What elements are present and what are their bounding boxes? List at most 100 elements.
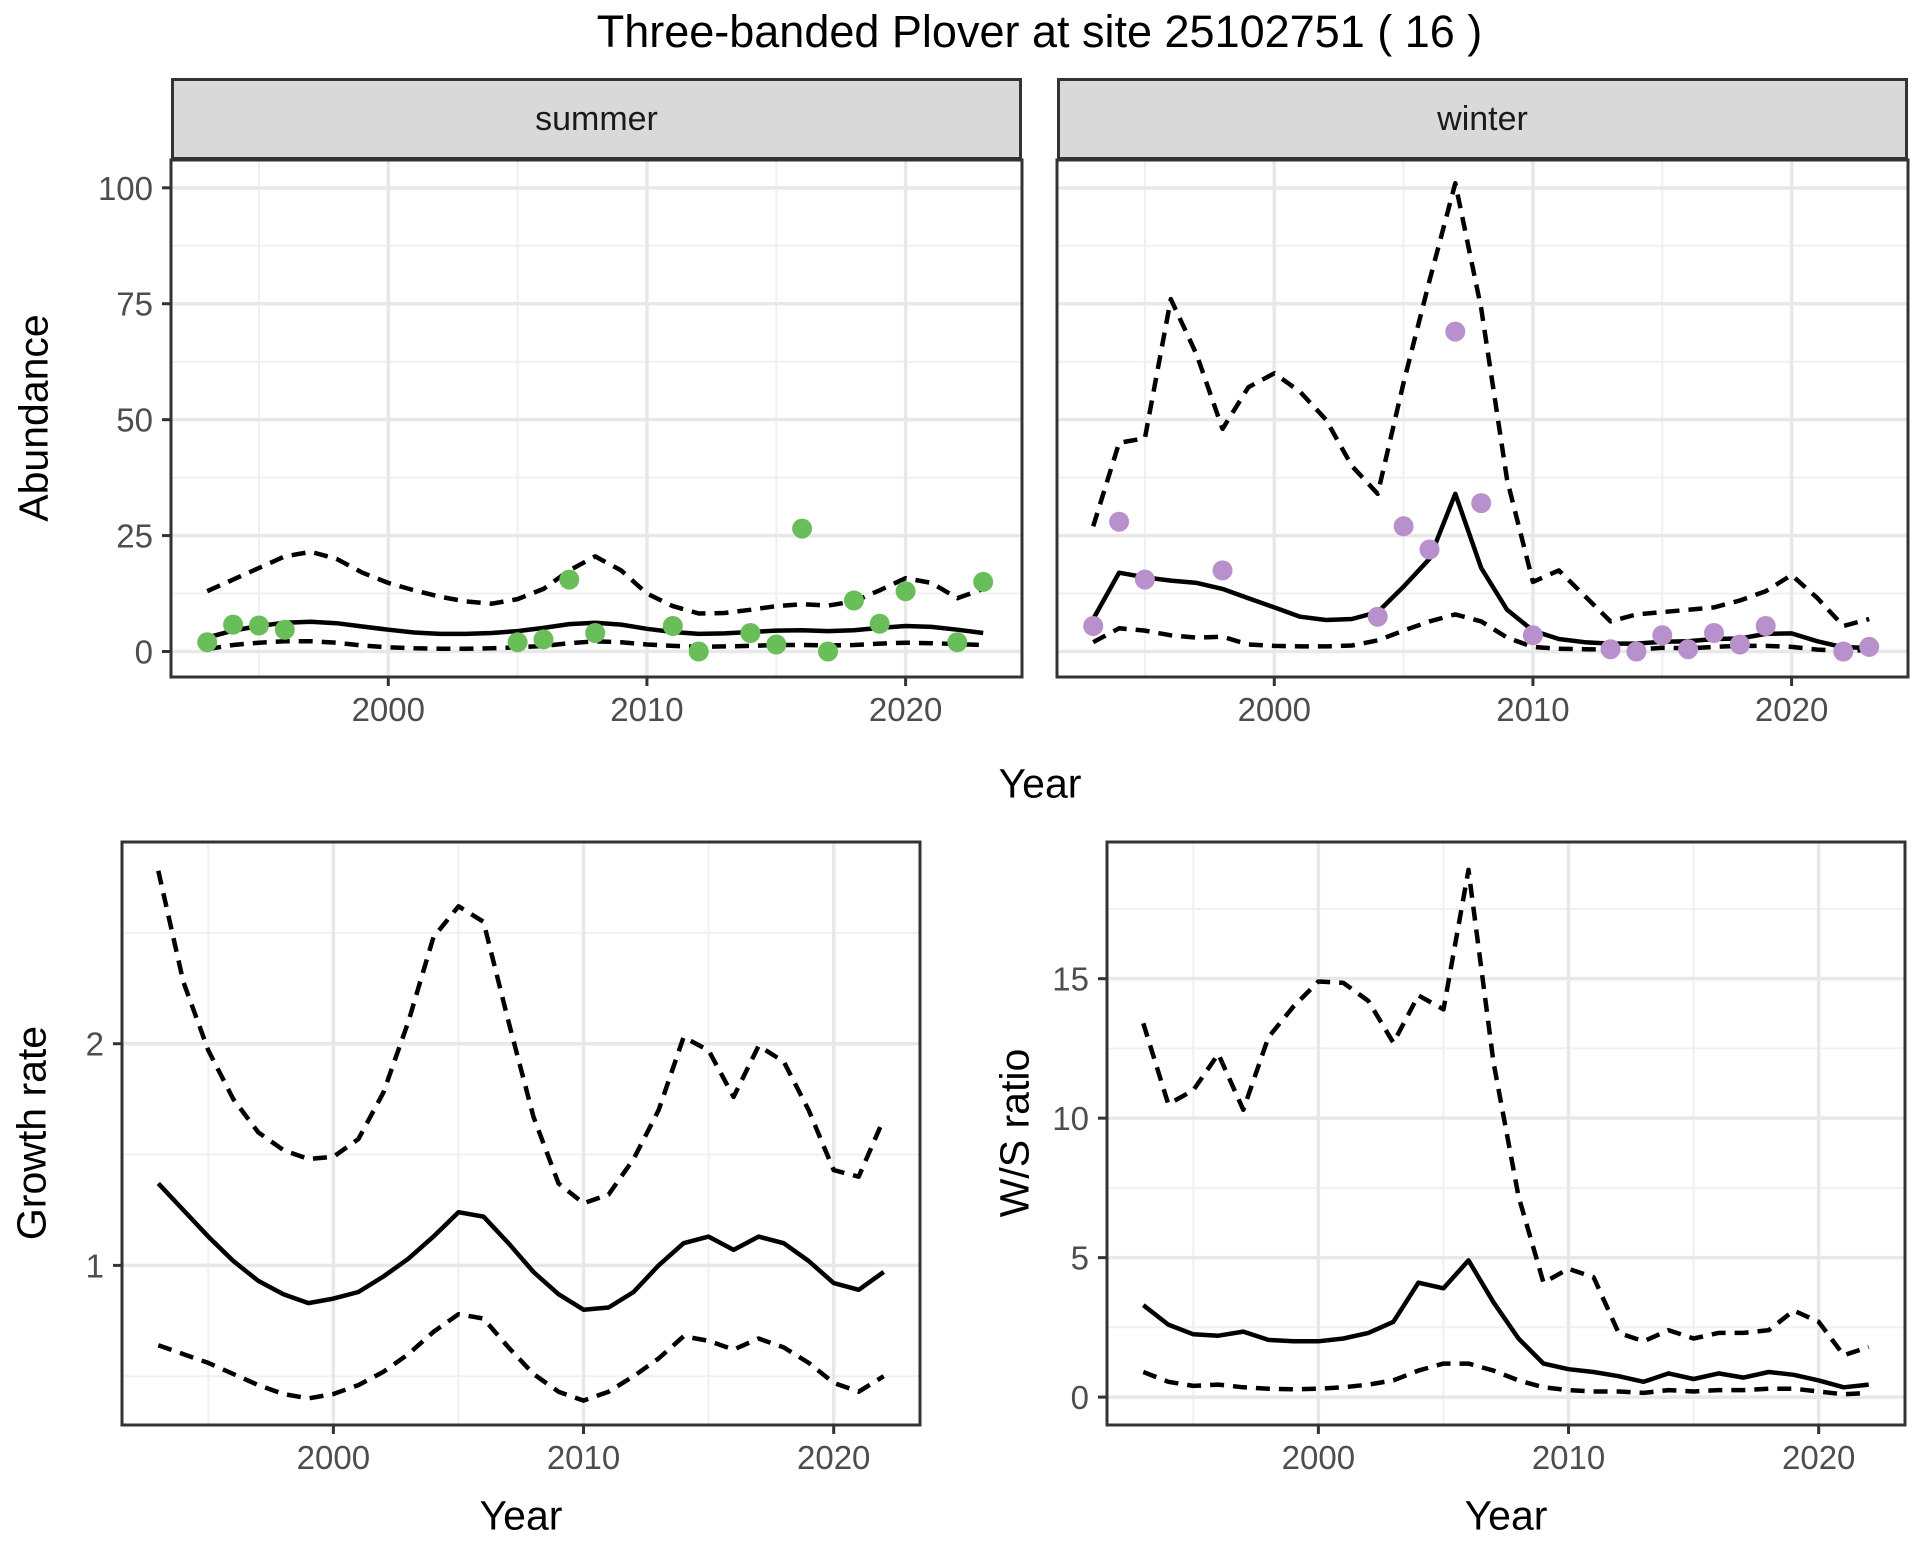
x-tick-label: 2000 (352, 691, 425, 728)
y-tick-label: 0 (135, 633, 153, 670)
axis-ticks: 2000 2010 2020 0 5 10 15 (1052, 961, 1855, 1476)
lower-ci-line (1142, 1361, 1869, 1397)
panel-border (1055, 158, 1910, 679)
ws-ratio-panel: 2000 2010 2020 0 5 10 15 (1052, 840, 1907, 1476)
data-point (507, 632, 528, 653)
x-tick-label: 2000 (297, 1439, 370, 1476)
series-lines (156, 870, 886, 1403)
estimate-line (1141, 1258, 1869, 1390)
axis-ticks: 2000 2010 2020 (1238, 677, 1828, 728)
y-tick-label: 25 (116, 518, 153, 555)
x-tick-label: 2010 (1532, 1439, 1605, 1476)
x-tick-label: 2000 (1282, 1439, 1355, 1476)
y-tick-label: 2 (86, 1026, 104, 1063)
y-tick-label: 0 (1071, 1379, 1089, 1416)
data-point (1833, 641, 1854, 662)
data-point (1212, 560, 1233, 581)
year-axis-title-top: Year (998, 760, 1082, 807)
data-point (559, 569, 580, 590)
upper-ci-line (1141, 867, 1870, 1358)
data-point (895, 581, 916, 602)
data-point (792, 518, 813, 539)
estimate-line (156, 1181, 886, 1312)
data-point (1445, 321, 1466, 342)
data-point (1652, 625, 1673, 646)
data-point (248, 615, 269, 636)
y-tick-label: 5 (1071, 1240, 1089, 1277)
data-point (1367, 606, 1388, 627)
x-tick-label: 2000 (1238, 691, 1311, 728)
data-point (1704, 623, 1724, 643)
series-lines (1091, 180, 1870, 654)
data-point (1626, 641, 1647, 662)
y-tick-label: 1 (86, 1247, 104, 1284)
data-point (1109, 511, 1130, 532)
data-point (947, 632, 968, 653)
data-point (818, 641, 838, 662)
data-point (1419, 539, 1440, 560)
data-point (843, 590, 864, 611)
x-tick-label: 2020 (797, 1439, 870, 1476)
facet-strip-summer-label: summer (535, 99, 658, 138)
gridlines (171, 160, 1022, 677)
series-lines (1141, 867, 1870, 1397)
year-axis-title-ws: Year (1464, 1492, 1548, 1539)
growth-rate-axis-title: Growth rate (8, 1025, 55, 1241)
facet-strip-winter: winter (1057, 78, 1908, 160)
x-tick-label: 2020 (1782, 1439, 1855, 1476)
abundance-axis-title: Abundance (10, 314, 57, 522)
lower-ci-line (206, 639, 984, 652)
data-point (740, 623, 761, 643)
data-point (1134, 569, 1155, 590)
data-point (274, 619, 295, 640)
x-tick-label: 2010 (547, 1439, 620, 1476)
gridlines (1107, 842, 1905, 1425)
abundance-summer-panel: 2000 2010 2020 0 25 50 75 100 (98, 158, 1024, 728)
upper-ci-line (156, 870, 886, 1206)
data-point (1859, 636, 1880, 657)
gridlines (1057, 160, 1908, 677)
data-point (1600, 639, 1621, 660)
data-point (585, 623, 606, 643)
lower-ci-line (157, 1311, 885, 1403)
chart-title: Three-banded Plover at site 25102751 ( 1… (596, 6, 1483, 57)
estimate-line (1091, 491, 1870, 651)
upper-ci-line (1091, 180, 1870, 629)
x-tick-label: 2010 (1496, 691, 1569, 728)
data-point (662, 616, 683, 636)
data-point (688, 641, 709, 662)
y-tick-label: 50 (116, 402, 153, 439)
y-tick-label: 15 (1052, 961, 1089, 998)
y-tick-label: 100 (98, 170, 153, 207)
estimate-line (206, 619, 984, 640)
data-point (1522, 625, 1543, 646)
year-axis-title-growth: Year (479, 1492, 563, 1539)
facet-strip-summer: summer (171, 78, 1022, 160)
gridlines (122, 842, 920, 1425)
upper-ci-line (206, 549, 984, 616)
data-point (869, 613, 890, 634)
ws-ratio-axis-title: W/S ratio (991, 1048, 1038, 1218)
observed-points (197, 518, 994, 662)
data-point (1393, 516, 1414, 537)
x-tick-label: 2010 (610, 691, 683, 728)
data-point (766, 634, 787, 655)
growth-rate-panel: 2000 2010 2020 1 2 (86, 840, 922, 1476)
x-tick-label: 2020 (1755, 691, 1828, 728)
data-point (1471, 493, 1492, 514)
axis-ticks: 2000 2010 2020 0 25 50 75 100 (98, 170, 942, 728)
observed-points (1083, 321, 1880, 662)
data-point (1083, 616, 1104, 636)
abundance-winter-panel: 2000 2010 2020 (1055, 158, 1910, 728)
data-point (973, 571, 994, 592)
x-tick-label: 2020 (869, 691, 942, 728)
data-point (1678, 639, 1699, 660)
data-point (533, 629, 554, 650)
panel-border (120, 840, 922, 1427)
data-point (1729, 634, 1750, 655)
lower-ci-line (1092, 612, 1870, 654)
data-point (223, 614, 244, 635)
panel-border (1105, 840, 1907, 1427)
data-point (197, 632, 218, 653)
